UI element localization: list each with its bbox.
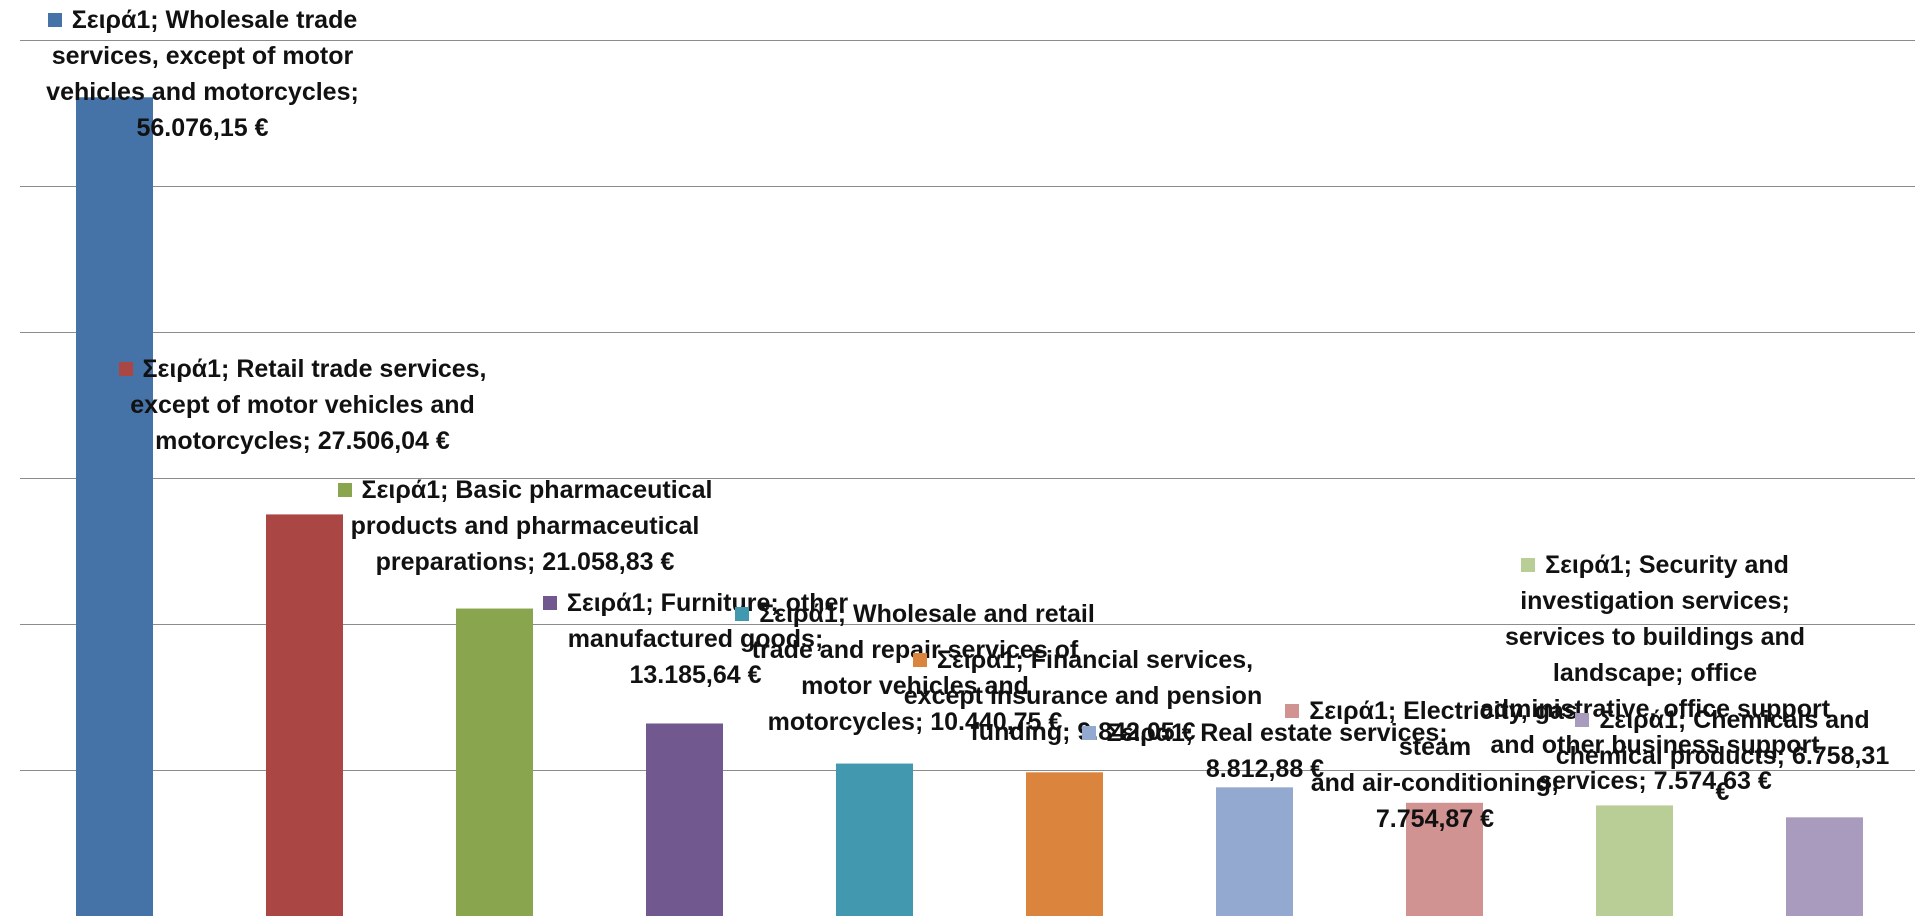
data-label-text: Σειρά1; Wholesale and retail [759, 600, 1095, 628]
data-label-text: vehicles and motorcycles; [46, 78, 359, 106]
data-label-line: Σειρά1; Wholesale trade [15, 2, 390, 38]
data-label-line: Σειρά1; Wholesale and retail [720, 596, 1110, 632]
data-label-text: services; 7.574,63 € [1538, 767, 1772, 795]
data-label-line: Σειρά1; Furniture; other [528, 585, 863, 621]
data-label-text: 56.076,15 € [136, 114, 269, 142]
data-label-line: services to buildings and [1440, 619, 1870, 655]
data-label-line: 56.076,15 € [15, 110, 390, 146]
data-label-text: Σειρά1; Financial services, [936, 646, 1254, 674]
bar [76, 97, 153, 916]
data-label-line: 13.185,64 € [528, 657, 863, 693]
bar [836, 763, 913, 916]
data-label: Σειρά1; Real estate services; 8.812,88 € [1065, 715, 1465, 787]
data-label-text: 8.812,88 € [1205, 755, 1325, 783]
data-label-line: motorcycles; 10.440,75 € [720, 704, 1110, 740]
data-label-text: motorcycles; 27.506,04 € [155, 427, 450, 455]
data-label-line: Σειρά1; Electricity, gas, steam [1250, 693, 1620, 765]
data-label-text: Σειρά1; Real estate services; [1106, 719, 1448, 747]
data-label-line: vehicles and motorcycles; [15, 74, 390, 110]
legend-key-icon [912, 653, 927, 667]
data-label-line: preparations; 21.058,83 € [325, 544, 725, 580]
bar [1216, 787, 1293, 916]
data-label-text: and air-conditioning; [1310, 769, 1560, 797]
data-label-line: except of motor vehicles and [105, 387, 500, 423]
legend-key-icon [47, 13, 62, 27]
data-label-text: products and pharmaceutical [350, 512, 700, 540]
data-label-text: manufactured goods; [567, 625, 824, 653]
data-label-text: motor vehicles and [801, 672, 1029, 700]
data-label-line: Σειρά1; Security and [1440, 547, 1870, 583]
data-label-line: Σειρά1; Real estate services; [1065, 715, 1465, 751]
legend-key-icon [542, 596, 557, 610]
data-label-text: except insurance and pension [903, 682, 1263, 710]
data-label-text: Σειρά1; Retail trade services, [142, 355, 487, 383]
data-label-line: services; 7.574,63 € [1440, 763, 1870, 799]
data-label: Σειρά1; Retail trade services, except of … [105, 351, 500, 459]
data-label-text: 7.754,87 € [1375, 805, 1495, 833]
data-label-text: Σειρά1; Basic pharmaceutical [361, 476, 713, 504]
data-label-line: motorcycles; 27.506,04 € [105, 423, 500, 459]
bar [1786, 817, 1863, 916]
data-label-text: motorcycles; 10.440,75 € [767, 708, 1063, 736]
data-label-line: administrative, office support [1440, 691, 1870, 727]
data-label-line: € [1530, 774, 1915, 810]
data-label: Σειρά1; Basic pharmaceutical products and… [325, 472, 725, 580]
data-label-line: motor vehicles and [720, 668, 1110, 704]
data-label-text: investigation services; [1520, 587, 1790, 615]
data-label-text: Σειρά1; Security and [1545, 551, 1789, 579]
data-label-line: Σειρά1; Financial services, [888, 642, 1278, 678]
legend-key-icon [1521, 558, 1536, 572]
data-label: Σειρά1; Electricity, gas, steam and air-c… [1250, 693, 1620, 837]
data-label-line: investigation services; [1440, 583, 1870, 619]
legend-key-icon [1575, 713, 1590, 727]
data-label-line: 7.754,87 € [1250, 801, 1620, 837]
legend-key-icon [337, 483, 352, 497]
data-label-line: landscape; office [1440, 655, 1870, 691]
data-label-line: and other business support [1440, 727, 1870, 763]
data-label-line: chemical products; 6.758,31 [1530, 738, 1915, 774]
data-label-line: products and pharmaceutical [325, 508, 725, 544]
data-label-text: administrative, office support [1479, 695, 1831, 723]
data-label-line: except insurance and pension [888, 678, 1278, 714]
legend-key-icon [1082, 726, 1097, 740]
bar [266, 514, 343, 916]
data-label-text: except of motor vehicles and [130, 391, 475, 419]
bar [646, 723, 723, 916]
data-label-text: services to buildings and [1504, 623, 1806, 651]
data-label-text: Σειρά1; Chemicals and [1599, 706, 1870, 734]
data-label-line: 8.812,88 € [1065, 751, 1465, 787]
data-label-text: landscape; office [1552, 659, 1758, 687]
data-label-text: 13.185,64 € [629, 661, 762, 689]
bar [1026, 772, 1103, 916]
data-label-line: services, except of motor [15, 38, 390, 74]
data-label-text: chemical products; 6.758,31 [1555, 742, 1890, 770]
data-label: Σειρά1; Furniture; other manufactured goo… [528, 585, 863, 693]
legend-key-icon [1285, 704, 1300, 718]
legend-key-icon [735, 607, 750, 621]
data-label: Σειρά1; Wholesale trade services, except … [15, 2, 390, 146]
data-label-line: Σειρά1; Chemicals and [1530, 702, 1915, 738]
bars [76, 97, 1863, 916]
bar [456, 608, 533, 916]
data-label-text: Σειρά1; Wholesale trade [71, 6, 358, 34]
data-label: Σειρά1; Security and investigation servic… [1440, 547, 1870, 799]
data-label-line: Σειρά1; Basic pharmaceutical [325, 472, 725, 508]
data-label-text: and other business support [1490, 731, 1820, 759]
data-label-text: Σειρά1; Furniture; other [566, 589, 849, 617]
data-label-line: manufactured goods; [528, 621, 863, 657]
data-label-text: € [1715, 778, 1730, 806]
data-label-text: services, except of motor [51, 42, 354, 70]
data-label-text: preparations; 21.058,83 € [375, 548, 675, 576]
data-label: Σειρά1; Chemicals and chemical products; … [1530, 702, 1915, 810]
legend-key-icon [118, 362, 133, 376]
data-label-line: and air-conditioning; [1250, 765, 1620, 801]
data-label-line: Σειρά1; Retail trade services, [105, 351, 500, 387]
bar [1596, 805, 1673, 916]
bar [1406, 802, 1483, 916]
data-label-text: Σειρά1; Electricity, gas, steam [1309, 697, 1585, 761]
